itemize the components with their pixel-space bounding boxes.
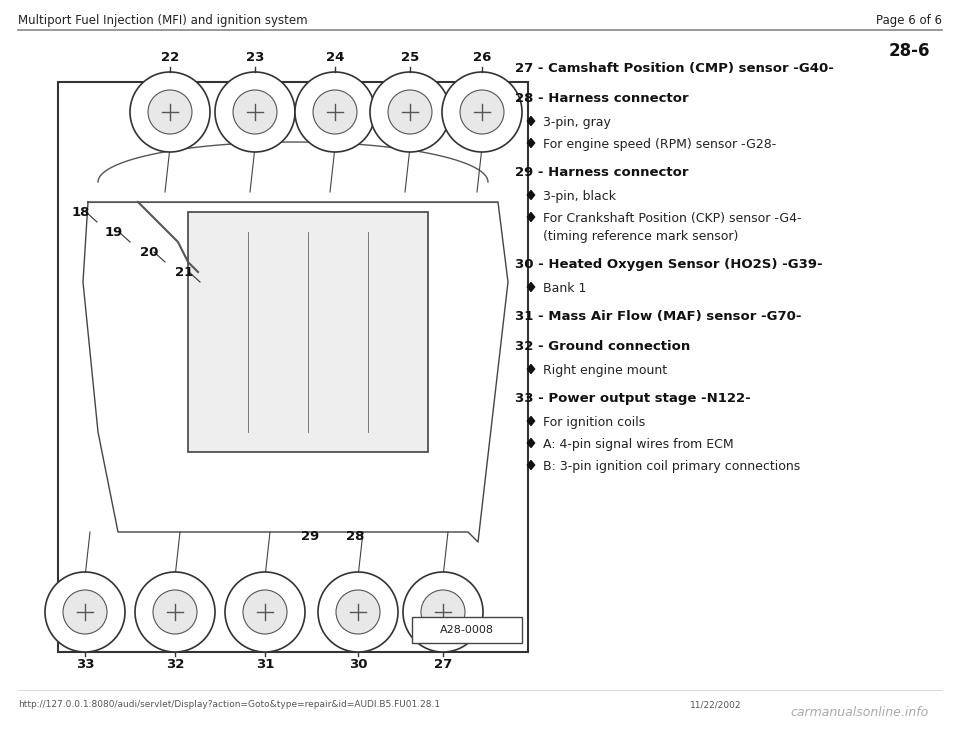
Circle shape (313, 90, 357, 134)
Circle shape (421, 590, 465, 634)
Text: Multiport Fuel Injection (MFI) and ignition system: Multiport Fuel Injection (MFI) and ignit… (18, 14, 307, 27)
Circle shape (153, 590, 197, 634)
Text: For Crankshaft Position (CKP) sensor -G4-: For Crankshaft Position (CKP) sensor -G4… (543, 212, 802, 225)
Text: 28-6: 28-6 (889, 42, 930, 60)
FancyBboxPatch shape (412, 617, 522, 643)
Polygon shape (527, 364, 535, 373)
Circle shape (130, 72, 210, 152)
Text: Bank 1: Bank 1 (543, 282, 587, 295)
Circle shape (295, 72, 375, 152)
Circle shape (370, 72, 450, 152)
FancyBboxPatch shape (188, 212, 428, 452)
Text: 3-pin, black: 3-pin, black (543, 190, 616, 203)
Text: 27: 27 (434, 658, 452, 671)
Polygon shape (527, 139, 535, 148)
Circle shape (460, 90, 504, 134)
Circle shape (45, 572, 125, 652)
Circle shape (243, 590, 287, 634)
Text: 11/22/2002: 11/22/2002 (690, 700, 741, 709)
Circle shape (233, 90, 277, 134)
Circle shape (388, 90, 432, 134)
Text: For ignition coils: For ignition coils (543, 416, 645, 429)
Polygon shape (527, 416, 535, 425)
Circle shape (318, 572, 398, 652)
Text: Right engine mount: Right engine mount (543, 364, 667, 377)
Text: 18: 18 (72, 206, 90, 218)
Text: For engine speed (RPM) sensor -G28-: For engine speed (RPM) sensor -G28- (543, 138, 777, 151)
Text: http://127.0.0.1:8080/audi/servlet/Display?action=Goto&type=repair&id=AUDI.B5.FU: http://127.0.0.1:8080/audi/servlet/Displ… (18, 700, 440, 709)
Text: B: 3-pin ignition coil primary connections: B: 3-pin ignition coil primary connectio… (543, 460, 801, 473)
Text: (timing reference mark sensor): (timing reference mark sensor) (543, 230, 738, 243)
Text: 30: 30 (348, 658, 368, 671)
Text: 22: 22 (161, 51, 180, 64)
Text: 29: 29 (300, 531, 319, 543)
Circle shape (442, 72, 522, 152)
Circle shape (336, 590, 380, 634)
Text: 21: 21 (175, 266, 193, 278)
Circle shape (135, 572, 215, 652)
Polygon shape (527, 116, 535, 125)
Text: 23: 23 (246, 51, 264, 64)
Polygon shape (527, 191, 535, 200)
Text: 30 - Heated Oxygen Sensor (HO2S) -G39-: 30 - Heated Oxygen Sensor (HO2S) -G39- (515, 258, 823, 271)
Circle shape (215, 72, 295, 152)
Polygon shape (527, 212, 535, 222)
Text: A: 4-pin signal wires from ECM: A: 4-pin signal wires from ECM (543, 438, 733, 451)
Text: 24: 24 (325, 51, 345, 64)
Text: 28: 28 (346, 531, 364, 543)
Text: 32 - Ground connection: 32 - Ground connection (515, 340, 690, 353)
Text: 20: 20 (140, 246, 158, 258)
Text: 33: 33 (76, 658, 94, 671)
Circle shape (225, 572, 305, 652)
Text: 32: 32 (166, 658, 184, 671)
Text: 27 - Camshaft Position (CMP) sensor -G40-: 27 - Camshaft Position (CMP) sensor -G40… (515, 62, 834, 75)
Text: carmanualsonline.info: carmanualsonline.info (790, 706, 928, 719)
Text: 29 - Harness connector: 29 - Harness connector (515, 166, 688, 179)
Text: Page 6 of 6: Page 6 of 6 (876, 14, 942, 27)
FancyBboxPatch shape (58, 82, 528, 652)
Text: 31: 31 (255, 658, 275, 671)
Circle shape (403, 572, 483, 652)
Circle shape (63, 590, 107, 634)
Text: 19: 19 (105, 226, 123, 238)
Text: 31 - Mass Air Flow (MAF) sensor -G70-: 31 - Mass Air Flow (MAF) sensor -G70- (515, 310, 802, 323)
Text: 33 - Power output stage -N122-: 33 - Power output stage -N122- (515, 392, 751, 405)
Text: 3-pin, gray: 3-pin, gray (543, 116, 611, 129)
Polygon shape (527, 461, 535, 470)
Text: 28 - Harness connector: 28 - Harness connector (515, 92, 688, 105)
Polygon shape (527, 283, 535, 292)
Text: 25: 25 (401, 51, 420, 64)
Text: 26: 26 (473, 51, 492, 64)
Polygon shape (527, 439, 535, 447)
Text: A28-0008: A28-0008 (440, 625, 494, 635)
Circle shape (148, 90, 192, 134)
